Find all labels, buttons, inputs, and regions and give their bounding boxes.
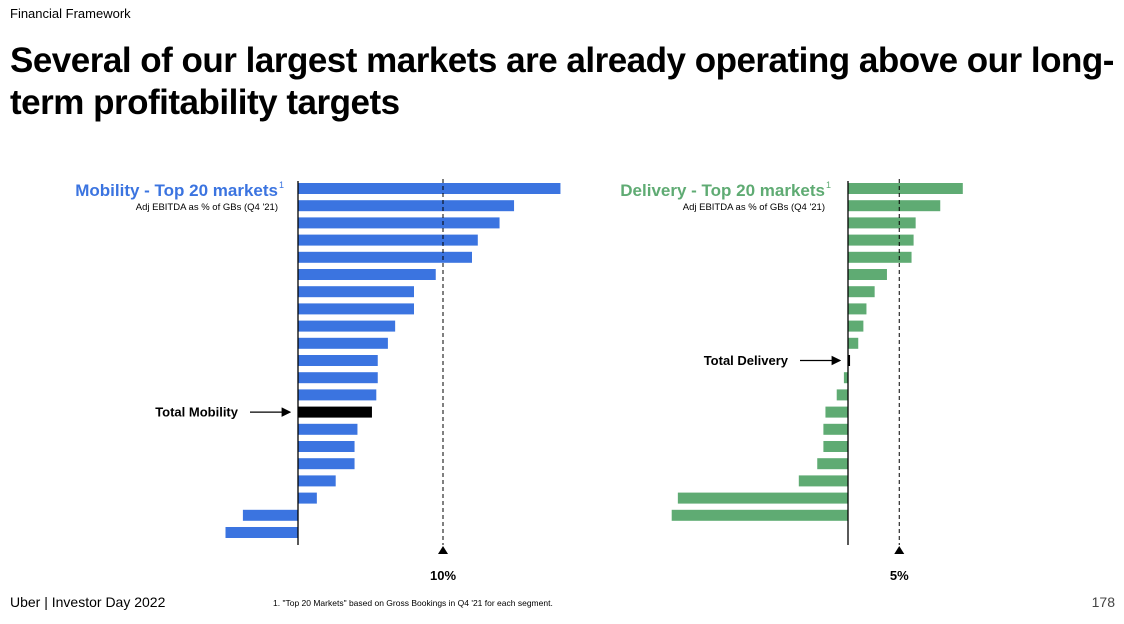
delivery-target-label: 5% <box>890 568 909 583</box>
delivery-market-bar <box>848 286 875 298</box>
mobility-market-bar <box>298 441 355 452</box>
mobility-total-bar <box>298 406 372 418</box>
delivery-market-bar <box>836 389 848 401</box>
mobility-market-bar <box>298 303 414 315</box>
delivery-market-bar <box>671 509 848 521</box>
delivery-market-bar <box>823 441 848 452</box>
mobility-market-bar <box>298 251 472 263</box>
mobility-market-bar <box>298 269 436 280</box>
delivery-market-bar <box>848 303 867 315</box>
mobility-callout-label: Total Mobility <box>155 405 239 420</box>
mobility-market-bar <box>298 183 561 194</box>
delivery-target-marker <box>894 546 905 554</box>
delivery-market-bar <box>848 320 864 332</box>
page-number: 178 <box>1091 594 1115 610</box>
delivery-title-superscript: 1 <box>826 180 831 190</box>
mobility-market-bar <box>298 337 388 349</box>
mobility-market-bar <box>298 217 500 229</box>
delivery-market-bar <box>677 492 848 504</box>
mobility-market-bar <box>298 200 515 212</box>
mobility-market-bar <box>298 355 378 366</box>
footer-brand: Uber | Investor Day 2022 <box>10 594 166 610</box>
mobility-market-bar <box>225 527 298 538</box>
mobility-market-bar <box>298 372 378 384</box>
mobility-market-bar <box>298 492 317 504</box>
delivery-market-bar <box>798 475 848 487</box>
delivery-market-bar <box>848 234 914 246</box>
mobility-market-bar <box>298 234 478 246</box>
mobility-chart-title: Mobility - Top 20 markets <box>75 181 278 200</box>
delivery-market-bar <box>848 337 859 349</box>
delivery-market-bar <box>848 269 887 280</box>
mobility-market-bar <box>298 286 414 298</box>
delivery-chart-subtitle: Adj EBITDA as % of GBs (Q4 '21) <box>683 202 825 213</box>
footnote: 1. "Top 20 Markets" based on Gross Booki… <box>273 598 553 608</box>
page-title: Several of our largest markets are alrea… <box>10 41 1114 122</box>
mobility-market-bar <box>298 389 377 401</box>
mobility-market-bar <box>298 475 336 487</box>
delivery-market-bar <box>843 372 848 384</box>
delivery-market-bar <box>848 200 941 212</box>
mobility-target-marker <box>438 546 448 554</box>
mobility-chart-subtitle: Adj EBITDA as % of GBs (Q4 '21) <box>136 202 278 213</box>
delivery-chart-title: Delivery - Top 20 markets <box>620 181 825 200</box>
mobility-target-label: 10% <box>430 568 456 583</box>
mobility-title-superscript: 1 <box>279 180 284 190</box>
delivery-callout-label: Total Delivery <box>704 353 789 368</box>
delivery-market-bar <box>823 423 848 435</box>
mobility-market-bar <box>298 423 358 435</box>
delivery-market-bar <box>848 251 912 263</box>
mobility-market-bar <box>242 509 298 521</box>
section-label: Financial Framework <box>10 6 131 21</box>
delivery-market-bar <box>848 183 963 194</box>
mobility-market-bar <box>298 458 355 470</box>
delivery-market-bar <box>817 458 848 470</box>
delivery-market-bar <box>825 406 848 418</box>
mobility-market-bar <box>298 320 396 332</box>
delivery-market-bar <box>848 217 916 229</box>
delivery-total-bar <box>848 355 851 366</box>
